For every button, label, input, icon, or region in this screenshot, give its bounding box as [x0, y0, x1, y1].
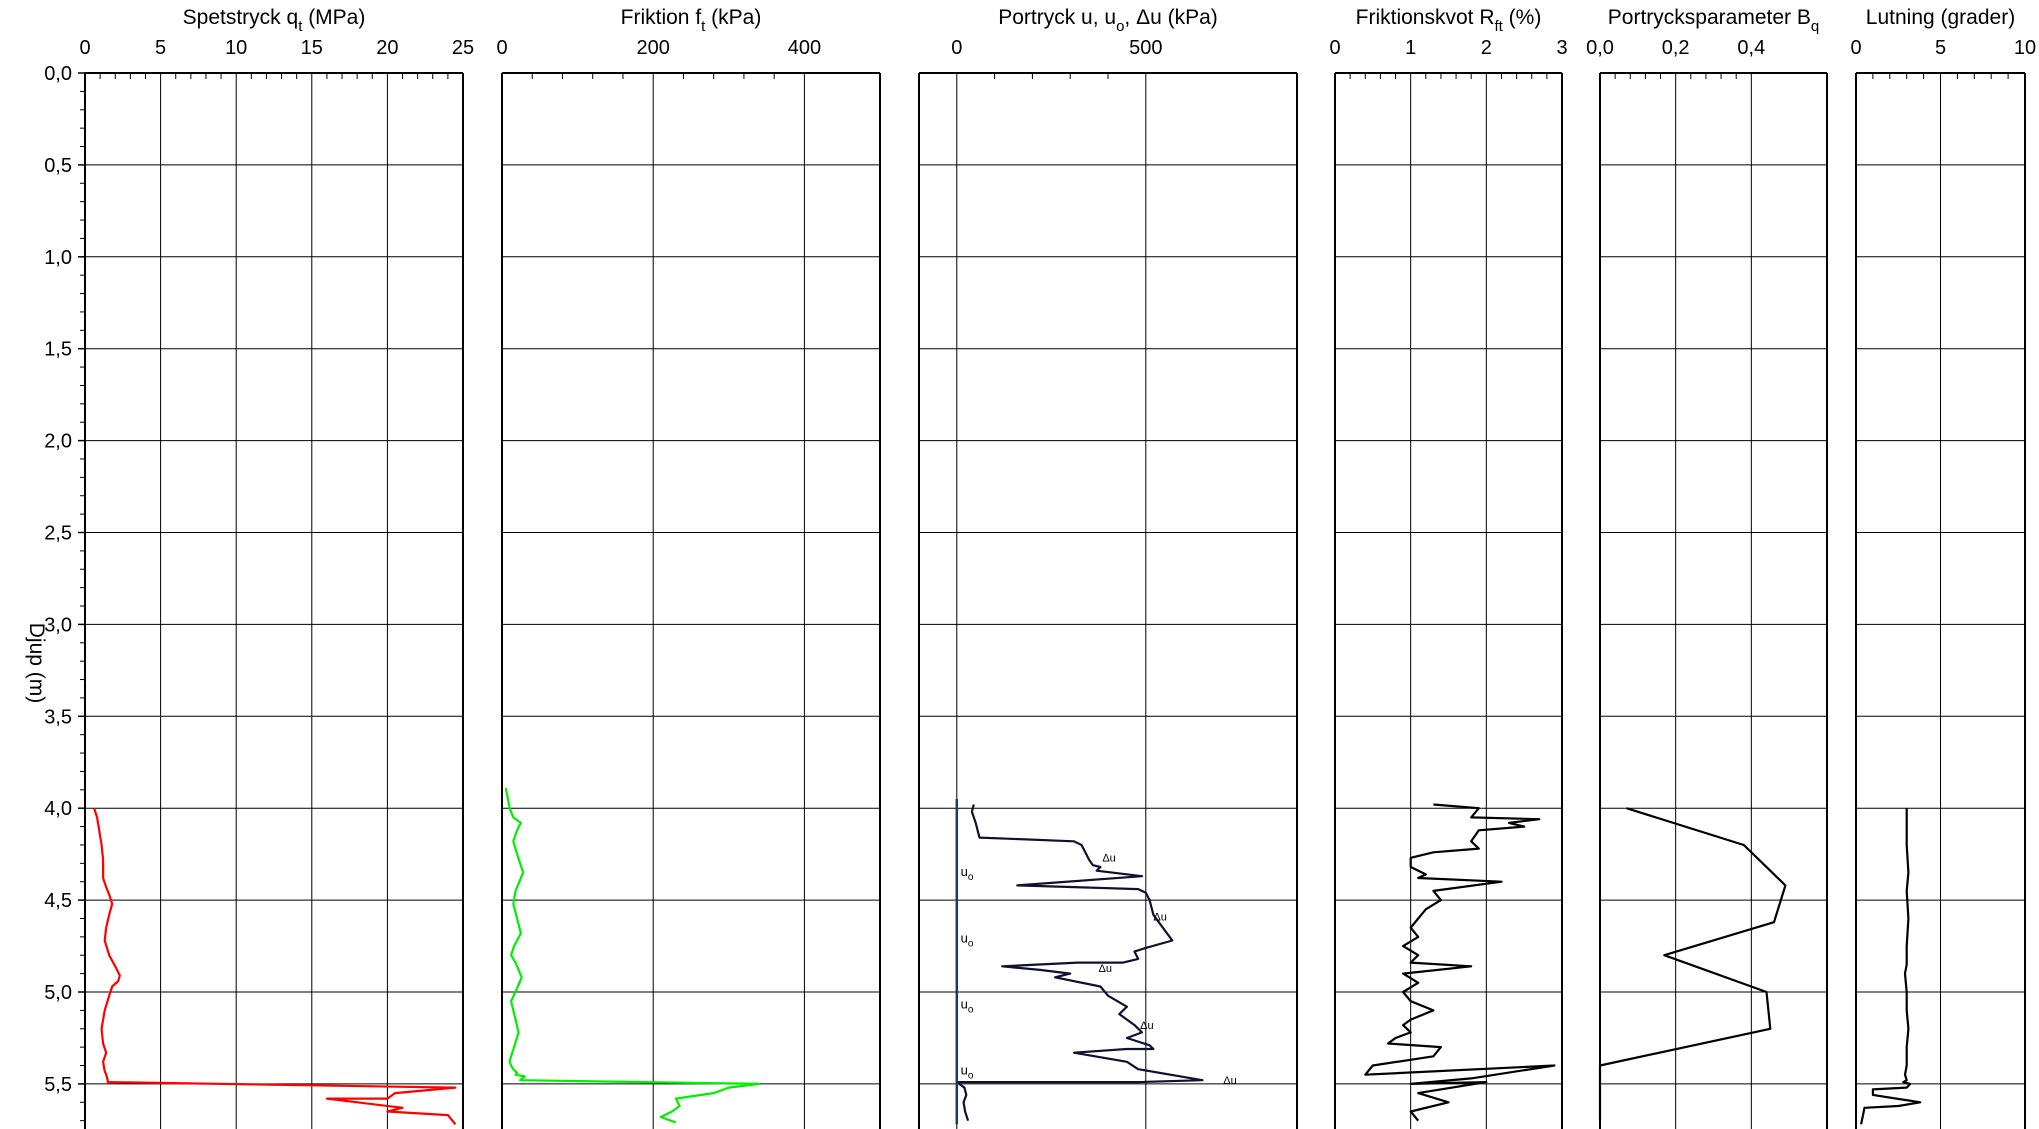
depth-tick-label: 1,5 [44, 339, 72, 361]
annotation-label: uo [961, 997, 974, 1016]
panel-title-tail: (%) [1503, 6, 1542, 29]
panel-title-subscript: t [298, 18, 303, 35]
depth-tick-label: 0,5 [44, 155, 72, 177]
panel-title-subscript: ft [1495, 18, 1504, 35]
depth-axis-label: Djup (m) [25, 623, 48, 704]
panel-title-subscript: o [1116, 18, 1124, 35]
panel-6: Lutning (grader)0 5 10 [1850, 6, 2036, 1129]
annotation-label: Δu [1102, 853, 1115, 865]
x-tick-label: 10 [2014, 37, 2036, 59]
panel-2: Friktion ft (kPa) 0 200 400 [496, 6, 881, 1129]
panel-3: Portryck u, uo, Δu (kPa)0 500uouououoΔuΔu… [918, 6, 1298, 1129]
depth-tick-label: 3,5 [44, 706, 72, 728]
annotation-label: uo [961, 1063, 974, 1082]
depth-tick-label: 0,0 [44, 63, 72, 85]
panel-title-subscript: q [1811, 18, 1819, 35]
depth-tick-label: 3,0 [44, 614, 72, 636]
x-tick-label: 2 [1481, 37, 1492, 59]
series-line-panel5 [1598, 807, 1787, 1121]
x-tick-label: 400 [788, 37, 821, 59]
x-tick-label: 0 [1329, 37, 1340, 59]
series-line-panel1 [93, 807, 457, 1125]
depth-tick-label: 4,0 [44, 798, 72, 820]
panel-title-main: Lutning (grader) [1866, 6, 2015, 29]
panel-title: Portrycksparameter Bq [1608, 6, 1819, 35]
x-tick-label: 15 [301, 37, 323, 59]
annotation-subscript: o [968, 872, 974, 883]
annotation-label: Δu [1223, 1075, 1236, 1087]
annotation-main: u [961, 864, 968, 879]
annotation-main: u [961, 1063, 968, 1078]
x-tick-label: 0 [79, 37, 90, 59]
series-line-panel2 [504, 787, 761, 1124]
panel-title-tail: (kPa) [705, 6, 761, 29]
x-tick-label: 0,2 [1662, 37, 1690, 59]
depth-tick-labels: 0,0 0,5 1,0 1,5 2,0 2,5 3,0 3,5 4,0 4,5 5,0 5,5 [44, 63, 85, 1122]
panel-1: Spetstryck qt (MPa) 0 5 10 15 20 25 [79, 6, 474, 1129]
panel-title-main: Friktion f [621, 6, 702, 29]
panel-title-main: Portryck u, u [998, 6, 1116, 29]
x-tick-label: 0 [1850, 37, 1861, 59]
panel-title-tail: , Δu (kPa) [1124, 6, 1217, 29]
annotation-label: uo [961, 930, 974, 949]
panel-title: Lutning (grader) [1866, 6, 2015, 29]
x-tick-label: 25 [452, 37, 474, 59]
panel-title: Friktion ft (kPa) [621, 6, 762, 35]
x-tick-label: 0,0 [1586, 37, 1614, 59]
annotation-subscript: o [968, 938, 974, 949]
panel-title-tail: (MPa) [302, 6, 365, 29]
x-tick-label: 5 [1935, 37, 1946, 59]
x-tick-label: 0 [951, 37, 962, 59]
annotation-main: u [961, 930, 968, 945]
panel-5: Portrycksparameter Bq0,0 0,2 0,4 [1586, 6, 1828, 1129]
series-line-panel6 [1860, 808, 1922, 1125]
annotation-main: u [961, 997, 968, 1012]
x-tick-label: 500 [1129, 37, 1162, 59]
panel-title-main: Spetstryck q [183, 6, 299, 29]
x-tick-label: 0 [496, 37, 507, 59]
annotation-label: Δu [1099, 963, 1112, 975]
series-line-u [955, 804, 1204, 1122]
depth-tick-label: 4,5 [44, 890, 72, 912]
x-tick-label: 3 [1556, 37, 1567, 59]
x-tick-label: 20 [376, 37, 398, 59]
annotation-label: Δu [1153, 911, 1166, 923]
panel-4: Friktionskvot Rft (%) 0 1 2 3 [1329, 6, 1568, 1129]
panel-title-main: Friktionskvot R [1356, 6, 1495, 29]
depth-tick-label: 1,0 [44, 247, 72, 269]
annotation-subscript: o [968, 1005, 974, 1016]
panel-title: Spetstryck qt (MPa) [183, 6, 366, 35]
x-tick-label: 200 [637, 37, 670, 59]
annotation-subscript: o [968, 1071, 974, 1082]
annotation-label: Δu [1140, 1020, 1153, 1032]
x-tick-label: 10 [225, 37, 247, 59]
panel-title-main: Portrycksparameter B [1608, 6, 1811, 29]
panel-title-subscript: t [701, 18, 706, 35]
panel-title: Friktionskvot Rft (%) [1356, 6, 1542, 35]
annotation-label: uo [961, 864, 974, 883]
depth-tick-label: 5,0 [44, 982, 72, 1004]
x-tick-label: 0,4 [1737, 37, 1765, 59]
panel-title: Portryck u, uo, Δu (kPa) [998, 6, 1218, 35]
depth-tick-label: 2,5 [44, 523, 72, 545]
depth-tick-label: 5,5 [44, 1074, 72, 1096]
x-tick-label: 5 [155, 37, 166, 59]
series-line-panel4 [1364, 803, 1556, 1122]
x-tick-label: 1 [1405, 37, 1416, 59]
depth-tick-label: 2,0 [44, 431, 72, 453]
